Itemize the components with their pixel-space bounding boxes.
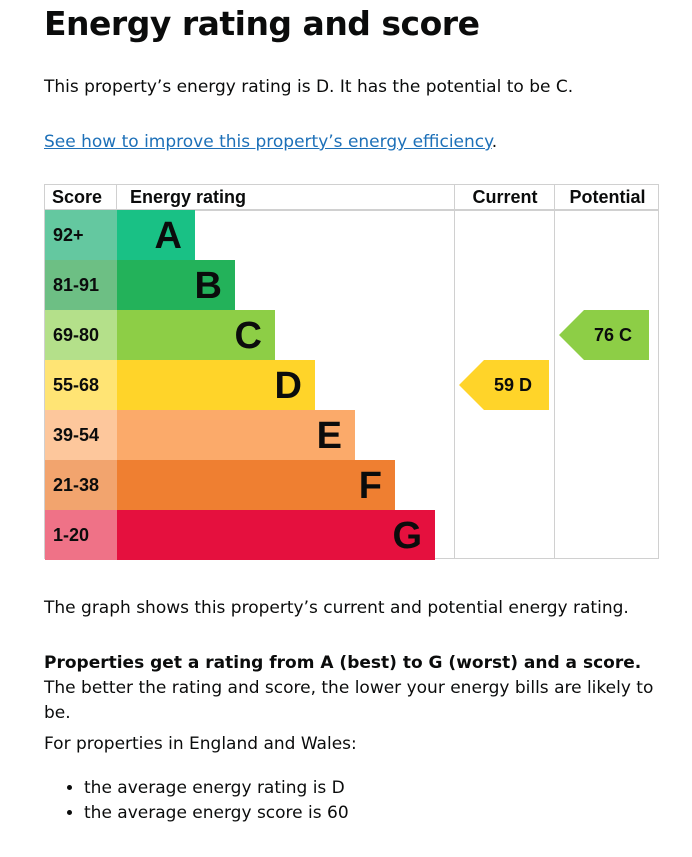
- link-suffix: .: [491, 132, 498, 152]
- band-bar: G: [117, 510, 435, 560]
- current-rating-arrow: 59 D: [459, 360, 549, 410]
- rating-explanation-bold: Properties get a rating from A (best) to…: [44, 653, 642, 673]
- band-bar: B: [117, 260, 235, 310]
- header-divider: [45, 209, 658, 211]
- improve-paragraph: See how to improve this property’s energ…: [44, 130, 664, 155]
- averages-list: the average energy rating is D the avera…: [44, 776, 349, 826]
- band-bar: D: [117, 360, 315, 410]
- column-divider: [554, 185, 555, 558]
- header-potential: Potential: [569, 187, 646, 207]
- page-title: Energy rating and score: [44, 4, 480, 43]
- improve-link[interactable]: See how to improve this property’s energ…: [44, 132, 492, 152]
- column-divider: [116, 185, 117, 210]
- band-score: 39-54: [45, 410, 117, 460]
- band-score: 21-38: [45, 460, 117, 510]
- band-bar: A: [117, 210, 195, 260]
- england-wales-text: For properties in England and Wales:: [44, 734, 357, 754]
- band-score: 69-80: [45, 310, 117, 360]
- rating-explanation: Properties get a rating from A (best) to…: [44, 651, 664, 726]
- average-score: the average energy score is 60: [84, 801, 349, 826]
- header-score: Score: [52, 187, 103, 207]
- intro-text: This property’s energy rating is D. It h…: [44, 77, 574, 97]
- band-bar: E: [117, 410, 355, 460]
- energy-rating-table: Score Energy rating Current Potential 92…: [44, 184, 659, 560]
- band-score: 81-91: [45, 260, 117, 310]
- band-score: 1-20: [45, 510, 117, 560]
- average-rating: the average energy rating is D: [84, 776, 349, 801]
- band-bar: F: [117, 460, 395, 510]
- column-divider: [454, 185, 455, 558]
- header-current: Current: [472, 187, 538, 207]
- band-score: 92+: [45, 210, 117, 260]
- header-energy-rating: Energy rating: [130, 187, 247, 207]
- potential-rating-arrow: 76 C: [559, 310, 649, 360]
- rating-explanation-rest: The better the rating and score, the low…: [44, 678, 654, 723]
- band-score: 55-68: [45, 360, 117, 410]
- band-bar: C: [117, 310, 275, 360]
- graph-note: The graph shows this property’s current …: [44, 598, 629, 618]
